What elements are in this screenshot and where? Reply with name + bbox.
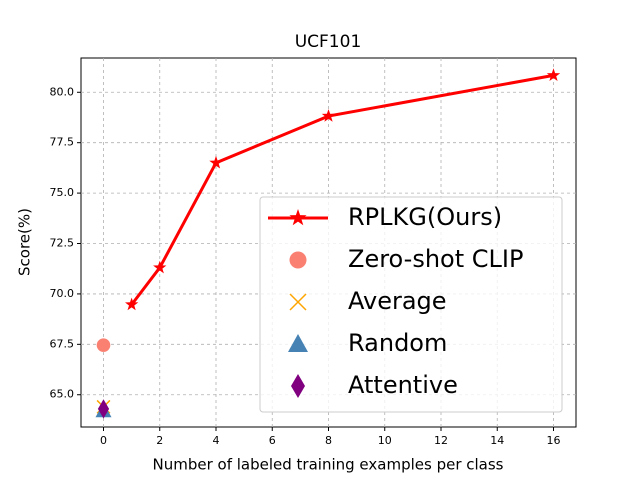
- marker: [546, 68, 561, 81]
- x-tick-label: 16: [547, 434, 561, 447]
- legend-marker: [289, 293, 307, 311]
- y-tick-label: 72.5: [50, 237, 75, 250]
- marker: [125, 297, 139, 311]
- y-tick-label: 67.5: [50, 337, 75, 350]
- x-tick-label: 8: [325, 434, 332, 447]
- chart-title: UCF101: [295, 32, 362, 52]
- legend-marker: [289, 209, 307, 226]
- legend-label: Random: [348, 329, 447, 357]
- marker: [96, 338, 111, 352]
- x-tick-label: 12: [434, 434, 448, 447]
- x-tick-label: 0: [100, 434, 107, 447]
- legend-label: Average: [348, 287, 447, 315]
- x-tick-label: 10: [378, 434, 392, 447]
- x-tick-label: 6: [269, 434, 276, 447]
- legend-label: RPLKG(Ours): [348, 203, 502, 231]
- marker: [153, 260, 167, 274]
- x-tick-label: 14: [490, 434, 504, 447]
- x-tick-label: 2: [156, 434, 163, 447]
- marker: [321, 109, 336, 122]
- marker: [209, 155, 223, 169]
- legend: RPLKG(Ours) Zero-shot CLIP Average Random At…: [259, 196, 563, 413]
- legend-marker: [289, 251, 307, 269]
- legend-label: Zero-shot CLIP: [348, 245, 523, 273]
- marker: [97, 399, 110, 419]
- y-tick-label: 65.0: [50, 388, 75, 401]
- y-tick-label: 77.5: [50, 136, 75, 149]
- legend-marker: [291, 374, 305, 398]
- y-tick-label: 70.0: [50, 287, 75, 300]
- legend-label: Attentive: [348, 371, 458, 399]
- x-tick-label: 4: [213, 434, 220, 447]
- y-axis-label: Score(%): [16, 208, 34, 276]
- x-axis-label: Number of labeled training examples per …: [153, 456, 504, 474]
- legend-box: [259, 196, 563, 413]
- y-tick-label: 75.0: [50, 186, 75, 199]
- legend-marker: [288, 334, 308, 352]
- y-tick-label: 80.0: [50, 85, 75, 98]
